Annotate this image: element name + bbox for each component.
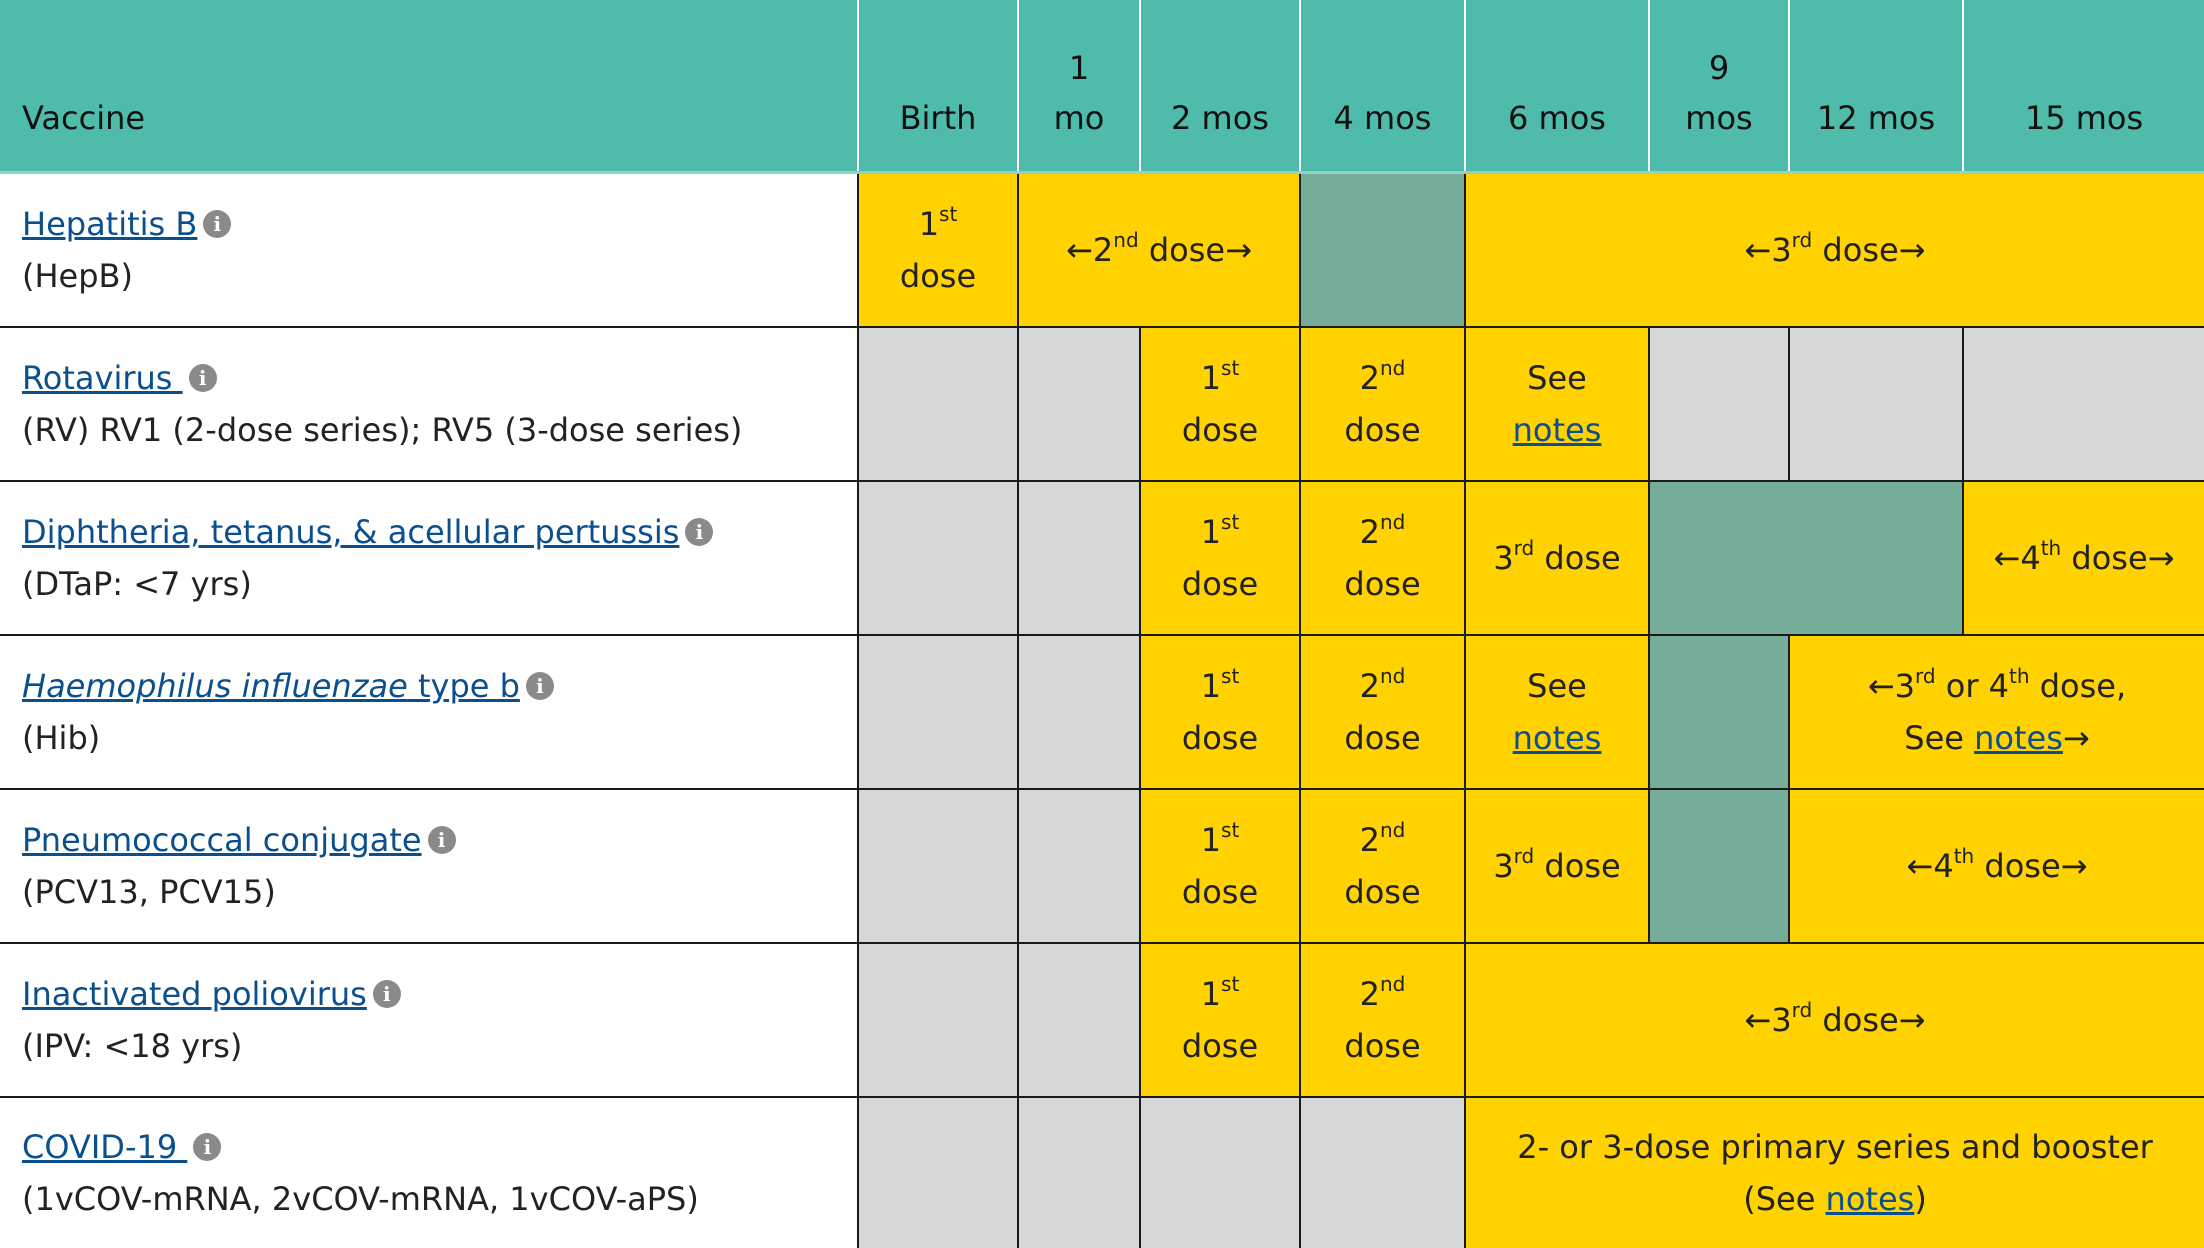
not-recommended-cell [1139,1096,1301,1248]
vaccine-abbr: (IPV: <18 yrs) [22,1027,243,1065]
info-icon[interactable]: i [372,980,401,1008]
vaccine-abbr: (RV) RV1 (2-dose series); RV5 (3-dose se… [22,411,743,449]
dose-cell: 3rd dose [1464,788,1650,944]
notes-link[interactable]: notes [1512,719,1602,757]
header-9-mos: 9 mos [1648,0,1789,174]
vaccine-abbr: (PCV13, PCV15) [22,873,276,911]
vaccine-cell: Inactivated poliovirus i (IPV: <18 yrs) [0,942,859,1098]
dose-cell: 1st dose [1139,788,1301,944]
notes-link[interactable]: notes [1825,1180,1915,1218]
header-12-mos: 12 mos [1788,0,1963,174]
row-rotavirus: Rotavirus i (RV) RV1 (2-dose series); RV… [0,326,2204,482]
dose-range-cell: 2- or 3-dose primary series and booster … [1464,1096,2204,1248]
not-recommended-cell [1962,326,2204,482]
dose-range-cell: ←3rd dose→ [1464,172,2204,328]
catch-up-cell [1648,788,1790,944]
not-recommended-cell [857,480,1019,636]
vaccine-cell: Rotavirus i (RV) RV1 (2-dose series); RV… [0,326,859,482]
see-notes-cell: See notes [1464,634,1650,790]
not-recommended-cell [1017,326,1141,482]
dose-range-cell: ←4th dose→ [1788,788,2204,944]
header-4-mos: 4 mos [1299,0,1465,174]
header-15-mos: 15 mos [1962,0,2204,174]
not-recommended-cell [1299,1096,1466,1248]
info-icon[interactable]: i [188,364,217,392]
dose-range-cell: ←3rd dose→ [1464,942,2204,1098]
header-row: Vaccine Birth 1 mo 2 mos 4 mos 6 mos 9 mos… [0,0,2204,174]
notes-link[interactable]: notes [1512,411,1602,449]
catch-up-cell [1648,480,1964,636]
header-2-mos: 2 mos [1139,0,1300,174]
see-notes-cell: See notes [1464,326,1650,482]
not-recommended-cell [1017,788,1141,944]
poliovirus-link[interactable]: Inactivated poliovirus [22,975,367,1013]
pneumococcal-link[interactable]: Pneumococcal conjugate [22,821,422,859]
dose-cell: 2nd dose [1299,326,1466,482]
not-recommended-cell [857,1096,1019,1248]
vaccine-abbr: (DTaP: <7 yrs) [22,565,252,603]
row-pneumococcal: Pneumococcal conjugate i (PCV13, PCV15) 1… [0,788,2204,944]
not-recommended-cell [857,788,1019,944]
dose-range-cell: ←2nd dose→ [1017,172,1301,328]
not-recommended-cell [1017,942,1141,1098]
info-icon[interactable]: i [685,518,714,546]
info-icon[interactable]: i [193,1133,222,1161]
vaccine-abbr: (1vCOV-mRNA, 2vCOV-mRNA, 1vCOV-aPS) [22,1180,699,1218]
dose-cell: 1st dose [1139,942,1301,1098]
dose-cell: 1st dose [857,172,1019,328]
dose-cell: 3rd dose [1464,480,1650,636]
header-vaccine: Vaccine [0,0,858,174]
info-icon[interactable]: i [203,210,232,238]
header-1-mo: 1 mo [1017,0,1140,174]
vaccine-cell: Pneumococcal conjugate i (PCV13, PCV15) [0,788,859,944]
info-icon[interactable]: i [525,672,554,700]
header-6-mos: 6 mos [1464,0,1649,174]
vaccine-abbr: (HepB) [22,257,133,295]
dose-range-cell: ←4th dose→ [1962,480,2204,636]
rotavirus-link[interactable]: Rotavirus [22,359,183,397]
dtap-link[interactable]: Diphtheria, tetanus, & acellular pertuss… [22,513,680,551]
dose-range-cell: ←3rd or 4th dose, See notes→ [1788,634,2204,790]
notes-link[interactable]: notes [1974,719,2063,757]
not-recommended-cell [1017,1096,1141,1248]
not-recommended-cell [1017,480,1141,636]
dose-cell: 1st dose [1139,326,1301,482]
dose-cell: 2nd dose [1299,788,1466,944]
dose-cell: 2nd dose [1299,942,1466,1098]
vaccine-cell: Diphtheria, tetanus, & acellular pertuss… [0,480,859,636]
catch-up-cell [1648,634,1790,790]
row-dtap: Diphtheria, tetanus, & acellular pertuss… [0,480,2204,636]
header-birth: Birth [857,0,1018,174]
hib-link[interactable]: Haemophilus influenzae type b [22,667,520,705]
dose-cell: 2nd dose [1299,480,1466,636]
covid-19-link[interactable]: COVID-19 [22,1128,188,1166]
row-covid-19: COVID-19 i (1vCOV-mRNA, 2vCOV-mRNA, 1vCO… [0,1096,2204,1248]
hepatitis-b-link[interactable]: Hepatitis B [22,205,198,243]
row-poliovirus: Inactivated poliovirus i (IPV: <18 yrs) 1… [0,942,2204,1098]
not-recommended-cell [857,326,1019,482]
catch-up-cell [1299,172,1466,328]
info-icon[interactable]: i [427,826,456,854]
dose-cell: 2nd dose [1299,634,1466,790]
vaccine-cell: COVID-19 i (1vCOV-mRNA, 2vCOV-mRNA, 1vCO… [0,1096,859,1248]
not-recommended-cell [857,942,1019,1098]
not-recommended-cell [1648,326,1790,482]
not-recommended-cell [1788,326,1964,482]
not-recommended-cell [1017,634,1141,790]
vaccine-abbr: (Hib) [22,719,101,757]
not-recommended-cell [857,634,1019,790]
dose-cell: 1st dose [1139,634,1301,790]
dose-cell: 1st dose [1139,480,1301,636]
